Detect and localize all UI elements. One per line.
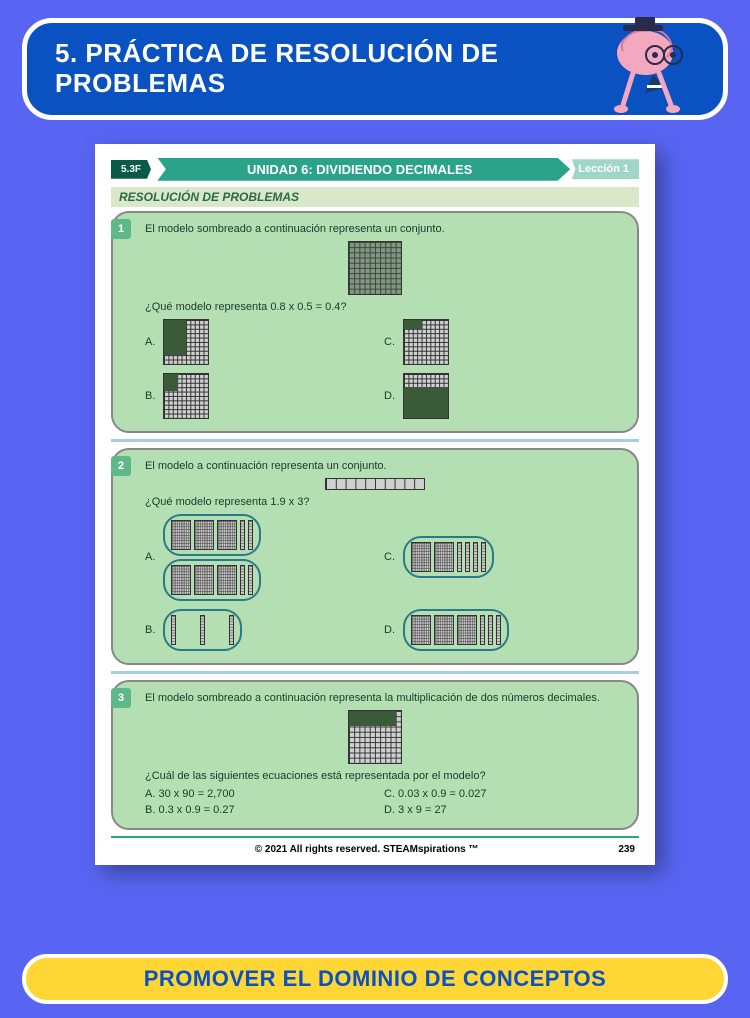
choice-c: C. 0.03 x 0.9 = 0.027 [384, 788, 623, 800]
choice-a: A. 30 x 90 = 2,700 [145, 788, 384, 800]
model-figure [127, 241, 623, 295]
copyright: © 2021 All rights reserved. STEAMspirati… [115, 844, 618, 855]
choice-c: C. [384, 319, 623, 365]
banner-title: 5. PRÁCTICA DE RESOLUCIÓN DE PROBLEMAS [55, 39, 603, 99]
top-banner: 5. PRÁCTICA DE RESOLUCIÓN DE PROBLEMAS [22, 18, 728, 120]
choice-d: D. 3 x 9 = 27 [384, 804, 623, 816]
page-footer: © 2021 All rights reserved. STEAMspirati… [111, 836, 639, 855]
problem-1: 1 El modelo sombreado a continuación rep… [111, 211, 639, 433]
problem-text: El modelo a continuación representa un c… [145, 460, 623, 472]
answer-choices: A. 30 x 90 = 2,700 C. 0.03 x 0.9 = 0.027… [145, 788, 623, 816]
separator [111, 439, 639, 442]
choice-d: D. [384, 609, 623, 651]
page-number: 239 [618, 844, 635, 855]
problem-3: 3 El modelo sombreado a continuación rep… [111, 680, 639, 830]
unit-title: UNIDAD 6: DIVIDIENDO DECIMALES [149, 158, 570, 181]
problem-number: 1 [111, 219, 131, 239]
model-figure [127, 710, 623, 764]
answer-choices: A. C. B. D. [145, 319, 623, 419]
choice-b: B. [145, 373, 384, 419]
choice-d: D. [384, 373, 623, 419]
problem-question: ¿Cuál de las siguientes ecuaciones está … [145, 770, 623, 782]
brain-mascot-icon [603, 15, 693, 125]
choice-b: B. 0.3 x 0.9 = 0.27 [145, 804, 384, 816]
bottom-text: PROMOVER EL DOMINIO DE CONCEPTOS [144, 966, 607, 991]
problem-number: 3 [111, 688, 131, 708]
problem-question: ¿Qué modelo representa 0.8 x 0.5 = 0.4? [145, 301, 623, 313]
worksheet-page: 5.3F UNIDAD 6: DIVIDIENDO DECIMALES Lecc… [95, 144, 655, 865]
bottom-banner: PROMOVER EL DOMINIO DE CONCEPTOS [22, 954, 728, 1004]
problem-text: El modelo sombreado a continuación repre… [145, 692, 623, 704]
answer-choices: A. C. B. D. [145, 514, 623, 651]
standard-code: 5.3F [111, 160, 151, 179]
problem-number: 2 [111, 456, 131, 476]
choice-a: A. [145, 319, 384, 365]
lesson-tag: Lección 1 [568, 159, 639, 179]
choice-c: C. [384, 514, 623, 601]
section-label: RESOLUCIÓN DE PROBLEMAS [111, 187, 639, 207]
problem-text: El modelo sombreado a continuación repre… [145, 223, 623, 235]
unit-header-row: 5.3F UNIDAD 6: DIVIDIENDO DECIMALES Lecc… [111, 158, 639, 181]
problem-2: 2 El modelo a continuación representa un… [111, 448, 639, 665]
model-figure [127, 478, 623, 490]
choice-b: B. [145, 609, 384, 651]
choice-a: A. [145, 514, 384, 601]
problem-question: ¿Qué modelo representa 1.9 x 3? [145, 496, 623, 508]
separator [111, 671, 639, 674]
